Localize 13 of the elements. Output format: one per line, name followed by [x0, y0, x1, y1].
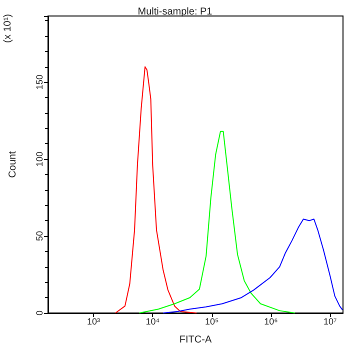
chart-title: Multi-sample: P1 [138, 6, 213, 18]
x-tick-label: 10⁴ [146, 316, 160, 326]
x-tick-label: 10³ [87, 316, 100, 326]
x-axis-title: FITC-A [179, 334, 212, 346]
x-tick-label: 10⁶ [264, 316, 278, 326]
y-tick-label: 150 [34, 74, 44, 90]
y-tick-label: 0 [34, 310, 44, 316]
y-axis-title: Count [8, 150, 18, 178]
y-tick-label: 100 [34, 152, 44, 167]
x-tick-label: 10⁷ [323, 316, 337, 326]
x-tick-label: 10⁵ [204, 316, 219, 326]
text: (x 10¹) [2, 14, 14, 43]
y-tick-label: 50 [34, 231, 44, 242]
